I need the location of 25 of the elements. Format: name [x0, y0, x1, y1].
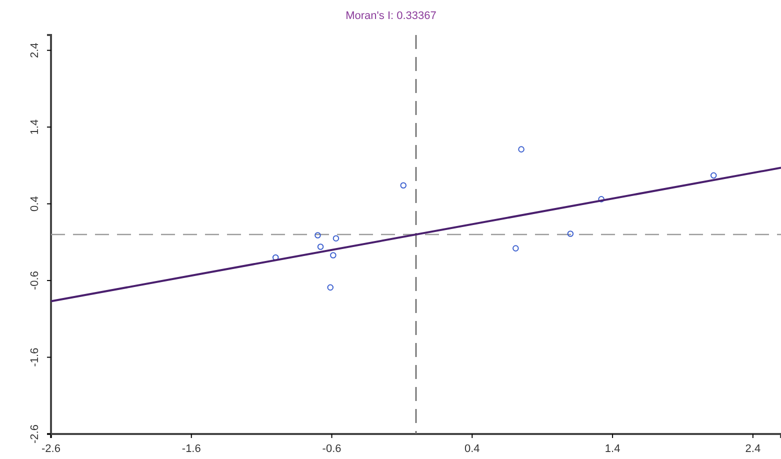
x-tick-label: 1.4	[604, 443, 620, 455]
x-tick-label: -0.6	[322, 443, 342, 455]
point	[330, 252, 336, 258]
point	[567, 230, 574, 237]
point	[317, 244, 324, 250]
x-tick-label: 0.4	[464, 443, 480, 455]
y-tick-label: -2.6	[28, 424, 41, 444]
point	[598, 196, 604, 202]
y-tick-label: 0.4	[28, 196, 41, 212]
point	[512, 245, 519, 252]
y-tick-label: 1.4	[28, 119, 41, 135]
point	[518, 146, 524, 152]
y-tick-label: 2.4	[28, 42, 41, 58]
x-tick-label: -1.6	[182, 443, 201, 455]
point	[332, 235, 340, 242]
x-tick-label: 2.4	[745, 443, 761, 455]
point	[400, 182, 407, 189]
point	[272, 254, 279, 261]
y-tick-label: -1.6	[28, 348, 41, 367]
y-tick-label: -0.6	[28, 271, 41, 290]
point	[710, 172, 717, 179]
x-tick-label: -2.6	[42, 443, 60, 455]
point	[327, 284, 334, 291]
chart-title: Moran's I: 0.33367	[346, 10, 436, 22]
point	[314, 232, 321, 238]
